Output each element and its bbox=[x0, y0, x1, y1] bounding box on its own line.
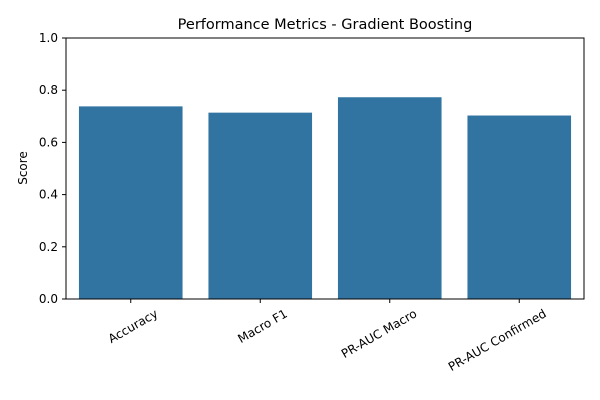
bar-3 bbox=[467, 115, 572, 299]
bar-2 bbox=[337, 97, 442, 299]
x-tick-label-3: PR-AUC Confirmed bbox=[446, 306, 549, 373]
y-axis-ticks: 0.0 0.2 0.4 0.6 0.8 1.0 bbox=[39, 31, 66, 306]
chart-title: Performance Metrics - Gradient Boosting bbox=[178, 17, 473, 33]
x-axis-ticks: Accuracy Macro F1 PR-AUC Macro PR-AUC Confi… bbox=[106, 299, 549, 374]
y-tick-label-4: 0.8 bbox=[39, 83, 58, 97]
y-tick-label-2: 0.4 bbox=[39, 188, 58, 202]
plot-frame bbox=[65, 37, 585, 300]
y-tick-label-1: 0.2 bbox=[39, 240, 58, 254]
y-tick-label-0: 0.0 bbox=[39, 292, 58, 306]
x-tick-label-1: Macro F1 bbox=[235, 306, 289, 345]
bar-1 bbox=[208, 112, 313, 300]
bar-0 bbox=[78, 106, 183, 299]
x-tick-label-0: Accuracy bbox=[106, 306, 160, 346]
y-tick-label-5: 1.0 bbox=[39, 31, 58, 45]
y-axis-label: Score bbox=[16, 151, 30, 185]
x-tick-label-2: PR-AUC Macro bbox=[339, 306, 419, 360]
bars-group bbox=[78, 97, 572, 300]
y-tick-label-3: 0.6 bbox=[39, 135, 58, 149]
